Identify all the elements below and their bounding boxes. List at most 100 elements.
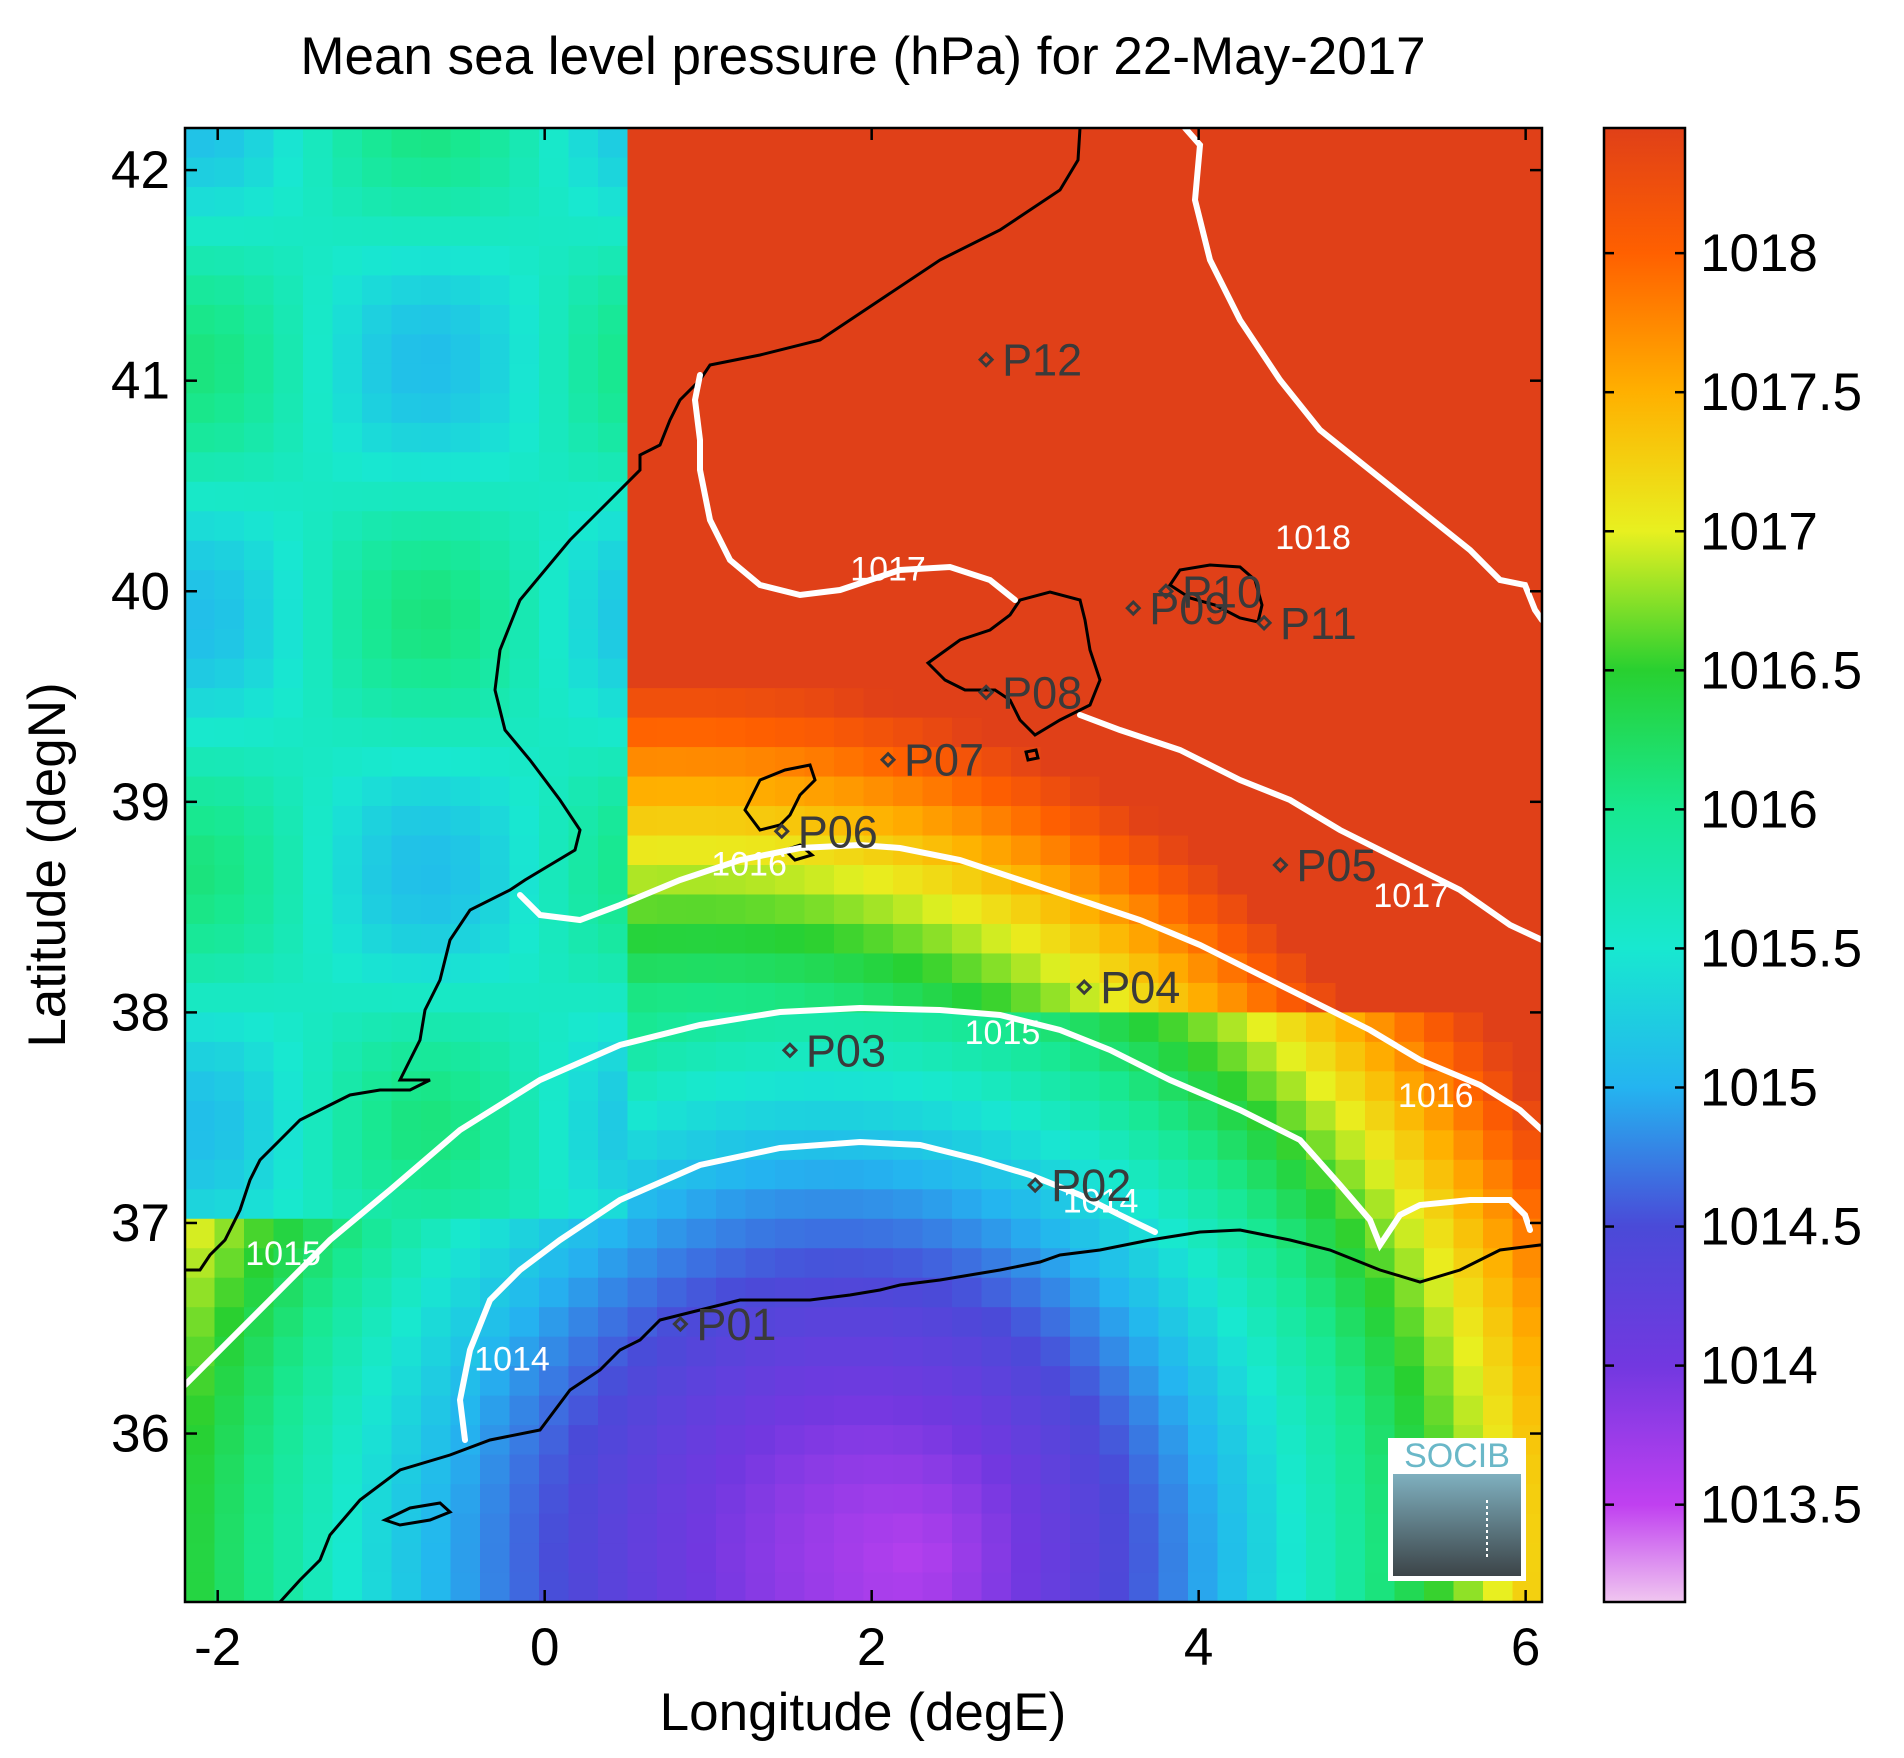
pressure-cell: [539, 1366, 570, 1397]
pressure-cell: [745, 1454, 776, 1486]
pressure-cell: [716, 216, 747, 247]
pressure-cell: [244, 1454, 275, 1486]
pressure-cell: [981, 245, 1012, 277]
pressure-cell: [775, 1484, 806, 1515]
pressure-cell: [539, 363, 570, 395]
pressure-cell: [1217, 1513, 1248, 1545]
pressure-cell: [1453, 776, 1484, 808]
pressure-cell: [1453, 128, 1484, 159]
pressure-cell: [1099, 953, 1130, 984]
pressure-cell: [775, 658, 806, 690]
pressure-cell: [1158, 1543, 1189, 1574]
pressure-cell: [185, 245, 216, 277]
pressure-cell: [1276, 747, 1307, 778]
pressure-cell: [1247, 894, 1278, 925]
pressure-cell: [1247, 216, 1278, 247]
pressure-cell: [1070, 747, 1101, 778]
pressure-cell: [214, 157, 245, 188]
pressure-cell: [1306, 1484, 1337, 1515]
pressure-cell: [450, 776, 481, 808]
pressure-cell: [303, 275, 334, 306]
pressure-cell: [1306, 128, 1337, 159]
pressure-cell: [1070, 776, 1101, 808]
pressure-cell: [1188, 1307, 1219, 1338]
pressure-cell: [1365, 245, 1396, 277]
pressure-cell: [362, 393, 393, 424]
pressure-cell: [214, 186, 245, 218]
pressure-cell: [1188, 1454, 1219, 1486]
pressure-cell: [421, 747, 452, 778]
pressure-cell: [244, 275, 275, 306]
pressure-cell: [1365, 570, 1396, 601]
pressure-cell: [716, 1041, 747, 1073]
pressure-cell: [627, 688, 658, 719]
pressure-cell: [391, 747, 422, 778]
pressure-cell: [273, 275, 304, 306]
pressure-cell: [273, 717, 304, 749]
pressure-cell: [716, 1513, 747, 1545]
pressure-cell: [981, 128, 1012, 159]
pressure-cell: [834, 1071, 865, 1102]
pressure-cell: [1483, 186, 1514, 218]
pressure-cell: [391, 658, 422, 690]
pressure-cell: [421, 806, 452, 837]
pressure-cell: [1424, 393, 1455, 424]
pressure-cell: [185, 304, 216, 336]
pressure-cell: [804, 1189, 835, 1220]
pressure-cell: [716, 363, 747, 395]
pressure-cell: [332, 393, 363, 424]
pressure-cell: [391, 1543, 422, 1574]
pressure-cell: [214, 688, 245, 719]
pressure-cell: [1158, 629, 1189, 660]
pressure-cell: [1453, 806, 1484, 837]
pressure-cell: [952, 1277, 983, 1309]
pressure-cell: [1394, 1218, 1425, 1250]
pressure-cell: [185, 1100, 216, 1132]
pressure-cell: [745, 953, 776, 984]
station-marker: [1125, 599, 1142, 617]
pressure-cell: [1365, 747, 1396, 778]
pressure-cell: [391, 511, 422, 542]
pressure-cell: [716, 982, 747, 1014]
pressure-cell: [450, 481, 481, 513]
pressure-cell: [1217, 865, 1248, 896]
pressure-cell: [303, 1425, 334, 1456]
pressure-cell: [509, 1513, 540, 1545]
pressure-cell: [1306, 1543, 1337, 1574]
pressure-cell: [1217, 1307, 1248, 1338]
pressure-cell: [1158, 1395, 1189, 1427]
pressure-cell: [1453, 953, 1484, 984]
pressure-cell: [1217, 245, 1248, 277]
pressure-cell: [981, 1071, 1012, 1102]
pressure-cell: [568, 481, 599, 513]
pressure-cell: [568, 422, 599, 454]
pressure-cell: [1011, 1543, 1042, 1574]
pressure-cell: [1394, 570, 1425, 601]
pressure-cell: [804, 894, 835, 925]
pressure-cell: [1276, 157, 1307, 188]
pressure-cell: [1188, 1425, 1219, 1456]
pressure-cell: [509, 1100, 540, 1132]
pressure-cell: [1040, 363, 1071, 395]
pressure-cell: [1512, 363, 1542, 395]
pressure-cell: [1070, 1130, 1101, 1161]
pressure-cell: [804, 393, 835, 424]
pressure-cell: [362, 1366, 393, 1397]
pressure-cell: [1011, 923, 1042, 955]
pressure-cell: [1040, 1100, 1071, 1132]
isobar-label: 1014: [1063, 1182, 1139, 1220]
pressure-cell: [1129, 806, 1160, 837]
pressure-cell: [1453, 923, 1484, 955]
pressure-cell: [686, 658, 717, 690]
pressure-cell: [1188, 1395, 1219, 1427]
colorbar-tick-label: 1015.5: [1700, 919, 1862, 978]
pressure-cell: [509, 511, 540, 542]
pressure-cell: [1188, 658, 1219, 690]
pressure-cell: [1247, 865, 1278, 896]
pressure-cell: [1129, 452, 1160, 483]
pressure-cell: [1040, 1454, 1071, 1486]
pressure-cell: [1129, 570, 1160, 601]
pressure-cell: [981, 688, 1012, 719]
pressure-cell: [273, 1012, 304, 1043]
pressure-cell: [598, 1395, 629, 1427]
